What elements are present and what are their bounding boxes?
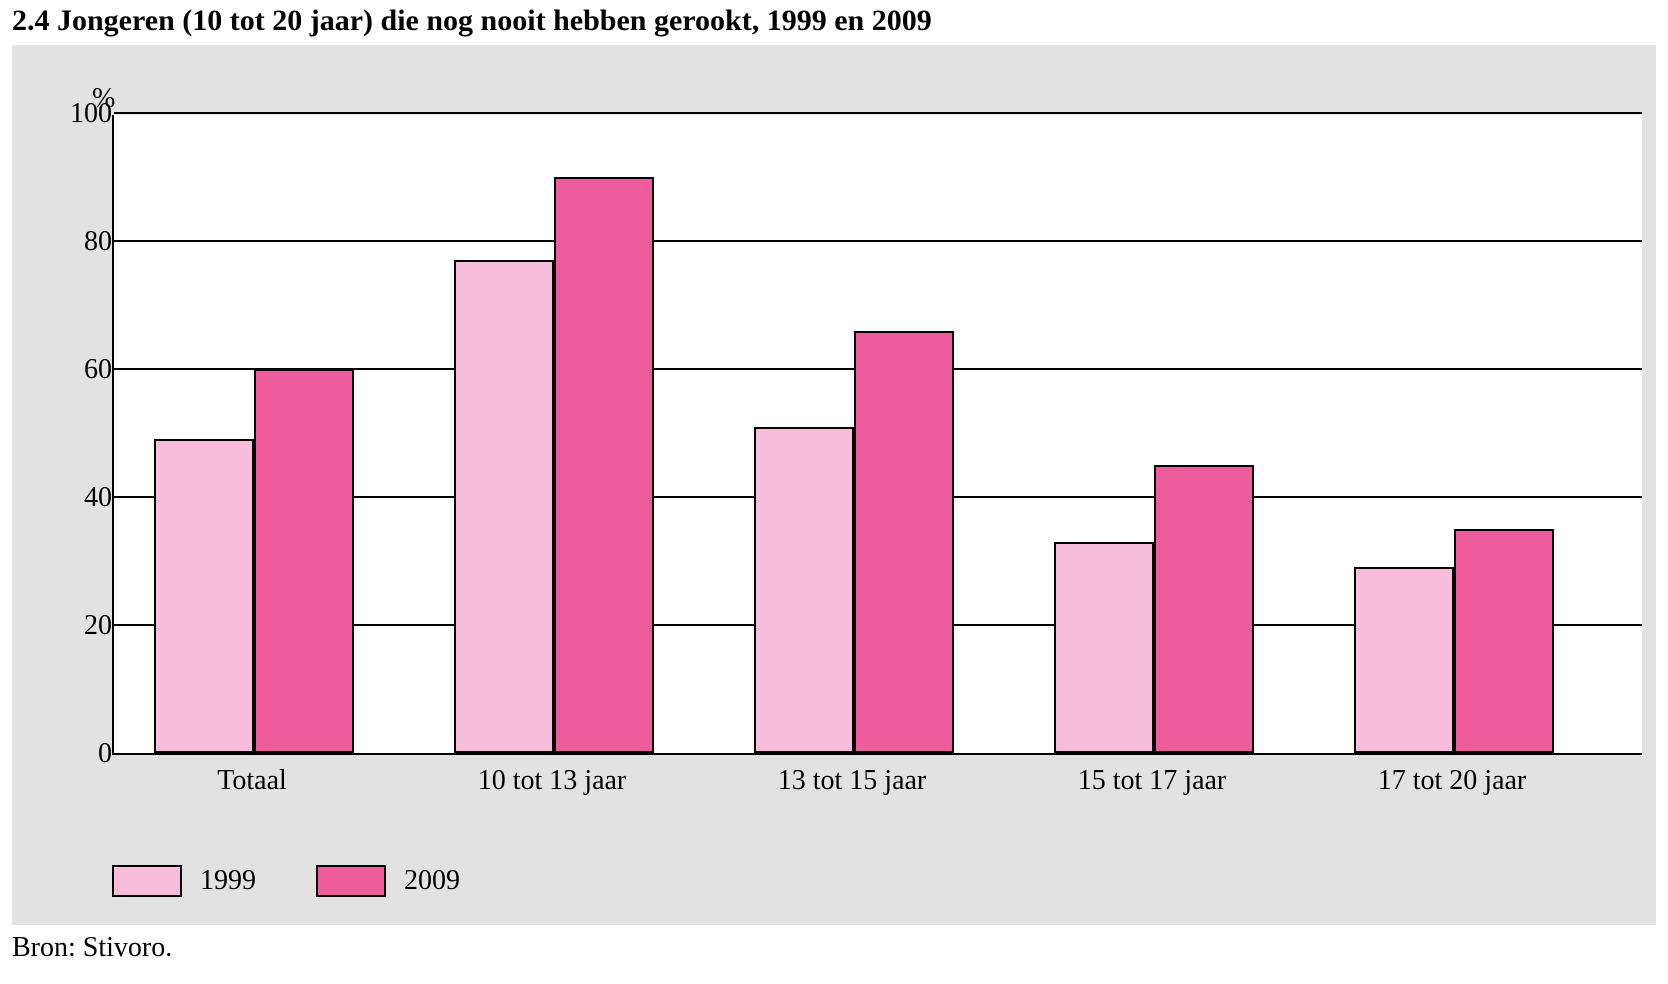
y-tick-label: 100: [52, 98, 112, 130]
chart-wrapper: 2.4 Jongeren (10 tot 20 jaar) die nog no…: [0, 0, 1668, 984]
chart-title: 2.4 Jongeren (10 tot 20 jaar) die nog no…: [12, 4, 932, 38]
bar: [254, 369, 354, 753]
x-tick-label: Totaal: [132, 765, 372, 797]
bar: [1354, 567, 1454, 753]
legend-swatch-1999: [112, 865, 182, 897]
legend-swatch-2009: [316, 865, 386, 897]
legend-label-2009: 2009: [404, 865, 460, 897]
legend-item-2009: 2009: [316, 865, 460, 897]
source-text: Bron: Stivoro.: [12, 932, 172, 964]
bar: [1054, 542, 1154, 753]
bars-container: [114, 115, 1642, 753]
bar: [1454, 529, 1554, 753]
bar: [754, 427, 854, 753]
bar: [454, 260, 554, 753]
bar: [154, 439, 254, 753]
y-tick-label: 20: [52, 610, 112, 642]
y-tick-label: 80: [52, 226, 112, 258]
x-tick-label: 15 tot 17 jaar: [1032, 765, 1272, 797]
gridline: [114, 112, 1642, 114]
plot-area: [112, 115, 1642, 755]
bar: [1154, 465, 1254, 753]
chart-background: % 020406080100 Totaal10 tot 13 jaar13 to…: [12, 45, 1656, 925]
y-tick-label: 0: [52, 738, 112, 770]
legend: 1999 2009: [112, 865, 500, 897]
x-tick-label: 17 tot 20 jaar: [1332, 765, 1572, 797]
legend-item-1999: 1999: [112, 865, 256, 897]
bar: [854, 331, 954, 753]
y-tick-label: 40: [52, 482, 112, 514]
x-tick-label: 10 tot 13 jaar: [432, 765, 672, 797]
legend-label-1999: 1999: [200, 865, 256, 897]
bar: [554, 177, 654, 753]
y-tick-label: 60: [52, 354, 112, 386]
x-tick-label: 13 tot 15 jaar: [732, 765, 972, 797]
